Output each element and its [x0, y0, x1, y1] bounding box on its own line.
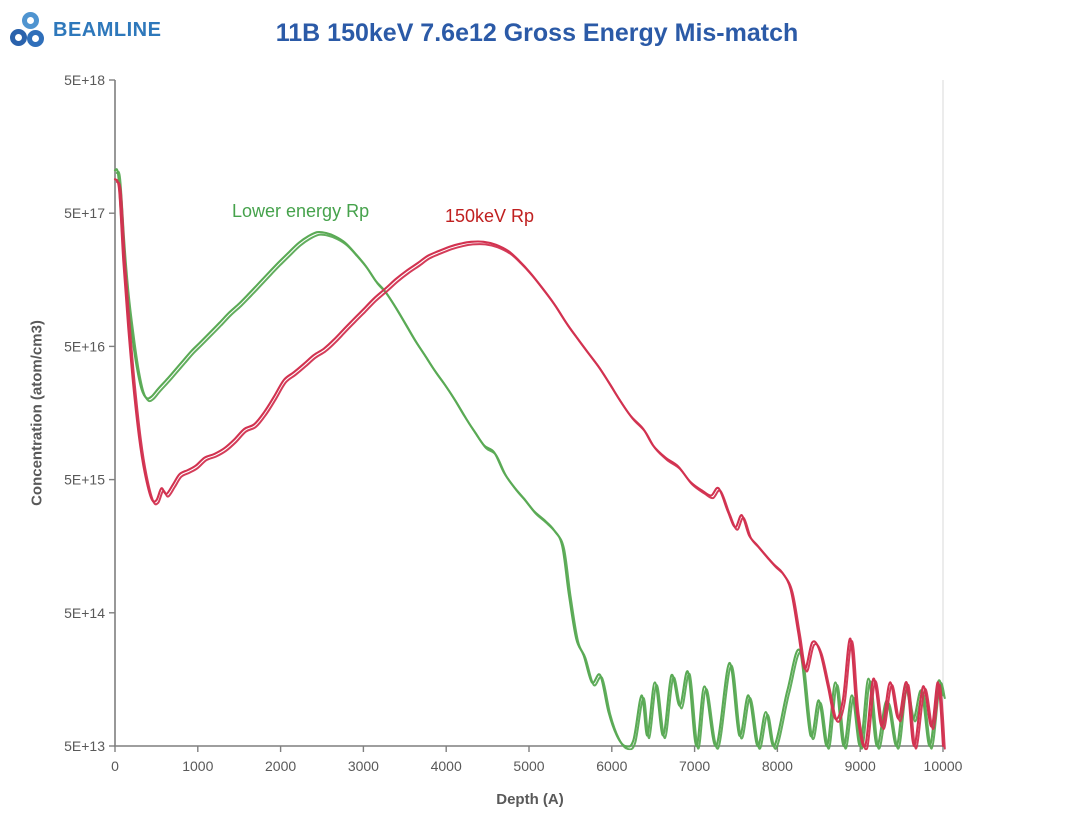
x-tick-label: 5000 [513, 758, 544, 774]
x-tick-label: 2000 [265, 758, 296, 774]
y-tick-label: 5E+17 [64, 205, 105, 221]
x-tick-label: 4000 [431, 758, 462, 774]
x-axis-title: Depth (A) [496, 791, 564, 808]
series-line-150kev-rp [113, 178, 945, 748]
annotation-150kev-rp: 150keV Rp [445, 206, 535, 226]
y-tick-label: 5E+18 [64, 72, 105, 88]
x-tick-label: 1000 [182, 758, 213, 774]
x-tick-label: 7000 [679, 758, 710, 774]
annotation-lower-energy-rp: Lower energy Rp [232, 201, 370, 221]
brand-name: BEAMLINE [53, 18, 162, 41]
y-tick-label: 5E+16 [64, 338, 105, 354]
x-tick-label: 0 [111, 758, 119, 774]
y-tick-label: 5E+13 [64, 738, 105, 754]
y-tick-label: 5E+14 [64, 605, 105, 621]
y-axis-title: Concentration (atom/cm3) [28, 320, 46, 506]
x-tick-label: 9000 [845, 758, 876, 774]
beamline-logo: BEAMLINE [10, 11, 161, 49]
x-tick-label: 6000 [596, 758, 627, 774]
y-tick-label: 5E+15 [64, 472, 105, 488]
series-line-lower-energy-rp-trace2 [115, 170, 946, 751]
series-line-150kev-rp-trace2 [115, 180, 946, 751]
x-tick-label: 3000 [348, 758, 379, 774]
series-line-lower-energy-rp [113, 168, 945, 748]
chart-title: 11B 150keV 7.6e12 Gross Energy Mis-match [275, 19, 799, 47]
three-circles-icon [10, 12, 44, 47]
x-tick-label: 10000 [924, 758, 963, 774]
x-tick-label: 8000 [762, 758, 793, 774]
